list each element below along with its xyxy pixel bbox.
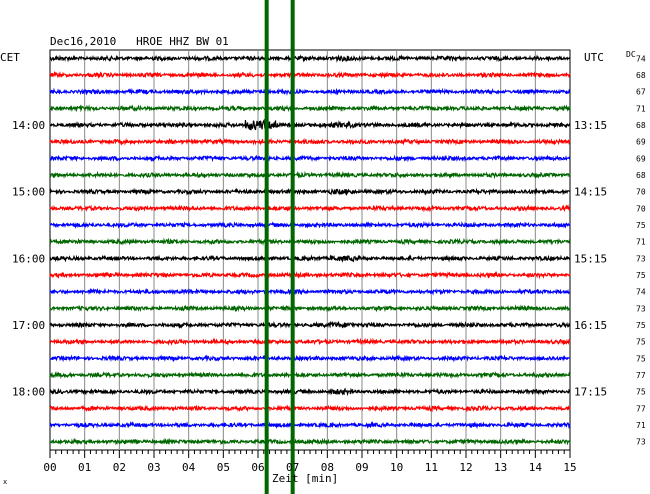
dc-value: 68: [636, 171, 646, 180]
trace-row: [49, 287, 571, 296]
cet-time-label: 18:00: [12, 386, 45, 399]
dc-value: 74: [636, 54, 646, 63]
x-tick-label: 15: [563, 461, 576, 474]
dc-value: 77: [636, 371, 646, 380]
grid: [49, 49, 571, 458]
dc-value: 69: [636, 138, 646, 147]
trace-row: [49, 320, 571, 329]
trace-row: [49, 54, 571, 63]
x-tick-label: 01: [78, 461, 91, 474]
utc-time-label: 17:15: [574, 386, 607, 399]
utc-time-label: 13:15: [574, 119, 607, 132]
utc-time-label: 14:15: [574, 186, 607, 199]
x-tick-label: 08: [321, 461, 334, 474]
trace-row: [49, 154, 571, 163]
dc-value: 75: [636, 321, 646, 330]
event-markers: [264, 0, 295, 494]
trace-row: [49, 118, 571, 131]
x-tick-label: 02: [113, 461, 126, 474]
dc-value: 75: [636, 388, 646, 397]
trace-row: [49, 204, 571, 213]
trace-row: [49, 170, 571, 180]
cet-time-label: 16:00: [12, 252, 45, 265]
cet-label: CET: [0, 51, 20, 64]
trace-row: [49, 70, 571, 80]
cet-time-label: 17:00: [12, 319, 45, 332]
trace-row: [49, 254, 571, 263]
dc-value: 69: [636, 154, 646, 163]
dc-value: 75: [636, 338, 646, 347]
x-tick-label: 03: [147, 461, 160, 474]
x-axis-label: Zeit [min]: [272, 472, 338, 485]
dc-value: 67: [636, 88, 646, 97]
dc-value: 70: [636, 188, 646, 197]
x-tick-label: 05: [217, 461, 230, 474]
trace-row: [49, 304, 571, 313]
x-tick-label: 10: [390, 461, 403, 474]
trace-row: [49, 437, 571, 446]
utc-time-label: 16:15: [574, 319, 607, 332]
dc-value: 75: [636, 271, 646, 280]
x-tick-label: 11: [425, 461, 438, 474]
cet-time-label: 15:00: [12, 186, 45, 199]
dc-value: 75: [636, 354, 646, 363]
chart-title: Dec16,2010 HROE HHZ BW 01: [50, 35, 229, 48]
dc-value: 77: [636, 404, 646, 413]
dc-value: 74: [636, 288, 646, 297]
dc-value: 70: [636, 204, 646, 213]
x-tick-label: 00: [43, 461, 56, 474]
trace-row: [49, 237, 571, 246]
cet-time-label: 14:00: [12, 119, 45, 132]
trace-row: [49, 420, 571, 430]
trace-row: [49, 404, 571, 413]
trace-row: [49, 137, 571, 146]
dc-value: 75: [636, 221, 646, 230]
x-tick-label: 12: [459, 461, 472, 474]
x-tick-label: 06: [251, 461, 264, 474]
dc-value: 71: [636, 238, 646, 247]
traces: [49, 54, 571, 446]
utc-time-label: 15:15: [574, 252, 607, 265]
trace-row: [49, 104, 571, 113]
dc-value: 73: [636, 304, 646, 313]
trace-row: [49, 354, 571, 363]
trace-row: [49, 87, 571, 96]
dc-value: 73: [636, 254, 646, 263]
labels: Dec16,2010 HROE HHZ BW 01 CET UTC DC Zei…: [0, 35, 646, 486]
trace-row: [49, 220, 571, 230]
dc-value: 71: [636, 104, 646, 113]
trace-row: [49, 270, 571, 280]
x-tick-label: 04: [182, 461, 196, 474]
dc-value: 68: [636, 121, 646, 130]
dc-value: 71: [636, 421, 646, 430]
x-tick-label: 13: [494, 461, 507, 474]
corner-mark: x: [3, 478, 7, 486]
x-tick-label: 09: [355, 461, 368, 474]
x-tick-label: 07: [286, 461, 299, 474]
trace-row: [49, 337, 571, 346]
utc-label: UTC: [584, 51, 604, 64]
dc-label: DC: [626, 50, 636, 59]
dc-value: 68: [636, 71, 646, 80]
x-tick-label: 14: [529, 461, 543, 474]
dc-value: 73: [636, 438, 646, 447]
trace-row: [49, 387, 571, 397]
trace-row: [49, 187, 571, 197]
trace-row: [49, 371, 571, 380]
